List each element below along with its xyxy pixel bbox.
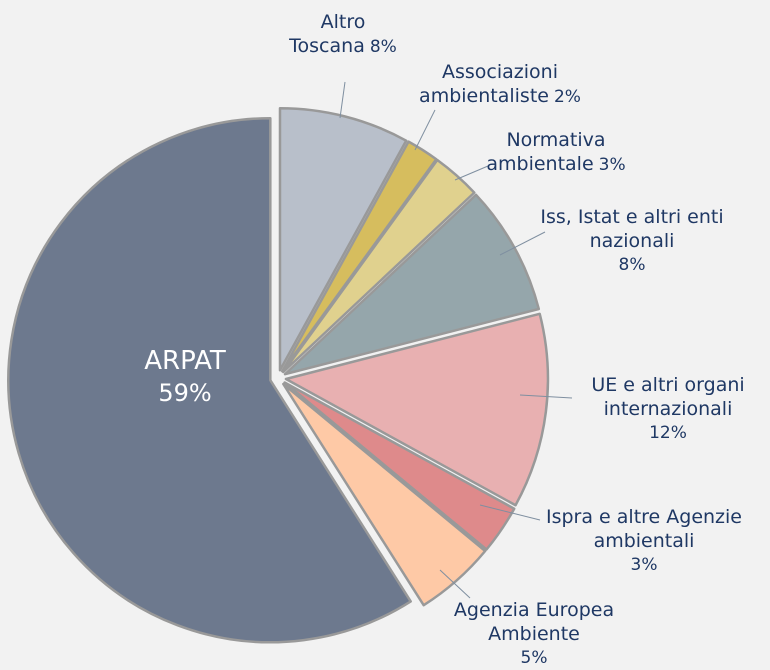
slice-label: Normativa ambientale 3% xyxy=(471,128,641,177)
category-label: UE e altri organi internazionali xyxy=(591,374,745,420)
leader-line xyxy=(339,81,346,119)
pie-slice xyxy=(282,382,487,607)
pie-slice xyxy=(7,116,412,644)
slice-label: Iss, Istat e altri enti nazionali 8% xyxy=(532,205,732,277)
leader-line xyxy=(439,569,471,599)
category-label: Altro Toscana xyxy=(289,11,366,57)
value-label: 59% xyxy=(158,379,212,407)
pie-slice xyxy=(284,312,550,507)
slice-label: Ispra e altre Agenzie ambientali 3% xyxy=(524,505,764,577)
slice-label: Agenzia Europea Ambiente 5% xyxy=(424,598,644,670)
value-label: 8% xyxy=(618,255,646,275)
value-label: 3% xyxy=(598,155,626,175)
pie-slice xyxy=(283,381,516,551)
value-label: 2% xyxy=(553,87,581,107)
leader-line xyxy=(414,109,436,151)
value-label: 8% xyxy=(369,37,397,57)
category-label: Agenzia Europea Ambiente xyxy=(453,599,615,645)
leader-line xyxy=(479,504,541,521)
category-label: Ispra e altre Agenzie ambientali xyxy=(545,506,742,552)
pie-slice xyxy=(281,140,438,373)
leader-line xyxy=(519,394,573,399)
category-label: ARPAT xyxy=(144,346,226,376)
value-label: 3% xyxy=(630,555,658,575)
value-label: 12% xyxy=(649,423,687,443)
leader-line xyxy=(454,165,489,181)
leader-line xyxy=(499,231,546,256)
value-label: 5% xyxy=(520,648,548,668)
slice-label: Altro Toscana 8% xyxy=(268,10,418,59)
pie-slice xyxy=(282,158,476,374)
category-label: Associazioni ambientaliste xyxy=(419,61,558,107)
category-label: Iss, Istat e altri enti nazionali xyxy=(540,206,724,252)
slice-label: UE e altri organi internazionali 12% xyxy=(568,373,768,445)
category-label: Normativa ambientale xyxy=(486,129,606,175)
slice-label: ARPAT 59% xyxy=(115,345,255,409)
slice-label: Associazioni ambientaliste 2% xyxy=(400,60,600,109)
pie-slice xyxy=(278,107,408,372)
